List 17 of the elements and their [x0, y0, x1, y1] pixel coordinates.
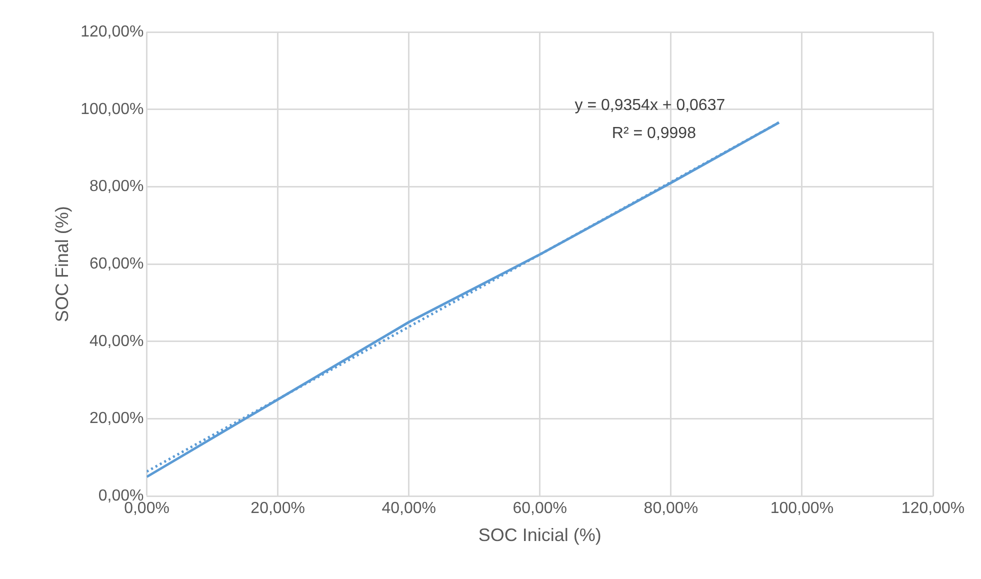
y-tick-label: 40,00% [90, 332, 144, 350]
y-tick-label: 60,00% [90, 256, 144, 273]
x-axis-title: SOC Inicial (%) [478, 525, 602, 546]
x-tick-label: 20,00% [250, 500, 305, 518]
x-tick-label: 60,00% [512, 500, 568, 518]
annotation: R² = 0,9998 [612, 125, 696, 142]
y-tick-label: 20,00% [90, 410, 144, 428]
y-tick-label: 80,00% [90, 178, 144, 196]
y-tick-label: 100,00% [80, 100, 144, 118]
x-tick-label: 0,00% [124, 500, 170, 518]
x-tick-label: 80,00% [644, 500, 698, 518]
x-tick-label: 120,00% [901, 500, 965, 518]
y-axis-title: SOC Final (%) [52, 206, 72, 322]
x-tick-label: 100,00% [770, 500, 834, 518]
x-tick-label: 40,00% [382, 500, 436, 518]
annotation: y = 0,9354x + 0,0637 [574, 97, 726, 114]
y-tick-label: 120,00% [80, 23, 144, 40]
